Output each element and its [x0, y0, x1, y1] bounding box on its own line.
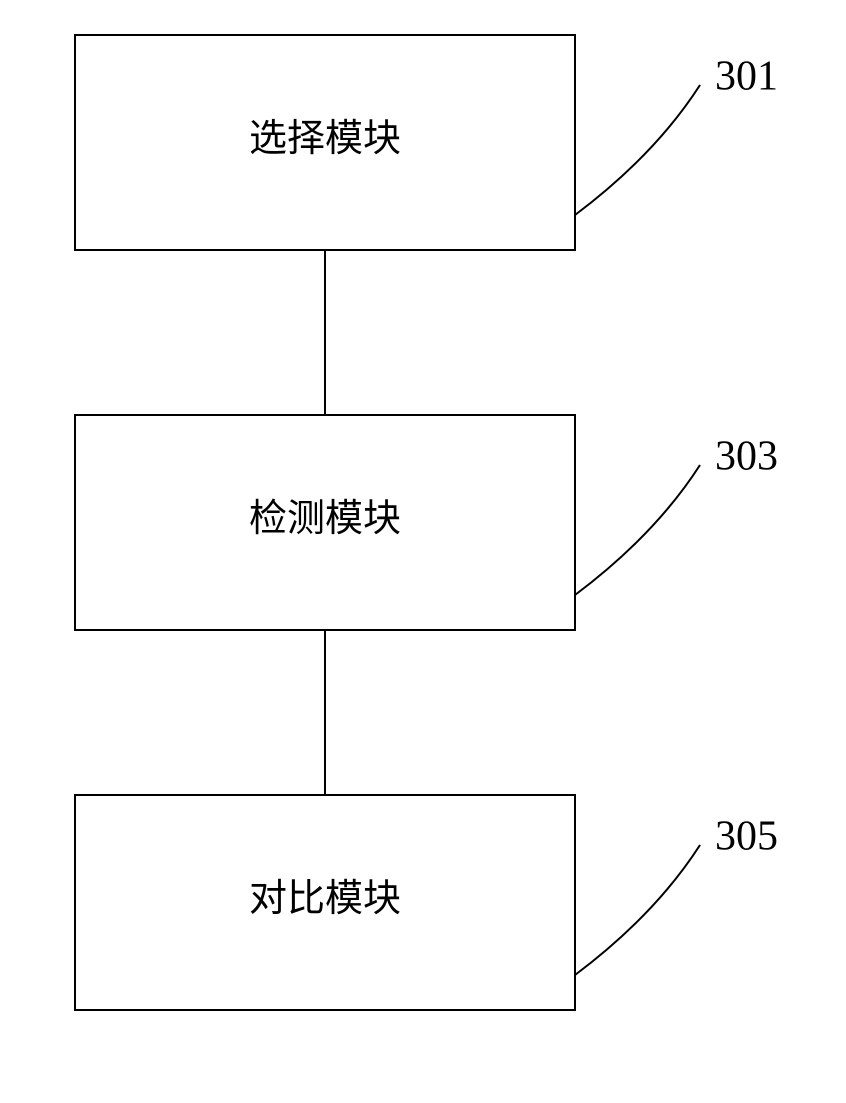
leader-line: [575, 465, 700, 595]
block-label: 检测模块: [249, 498, 401, 540]
leader-line: [575, 845, 700, 975]
block-label: 对比模块: [249, 878, 401, 920]
reference-number: 301: [715, 54, 778, 100]
block-label: 选择模块: [249, 118, 401, 160]
leader-line: [575, 85, 700, 215]
reference-number: 305: [715, 814, 778, 860]
reference-number: 303: [715, 434, 778, 480]
